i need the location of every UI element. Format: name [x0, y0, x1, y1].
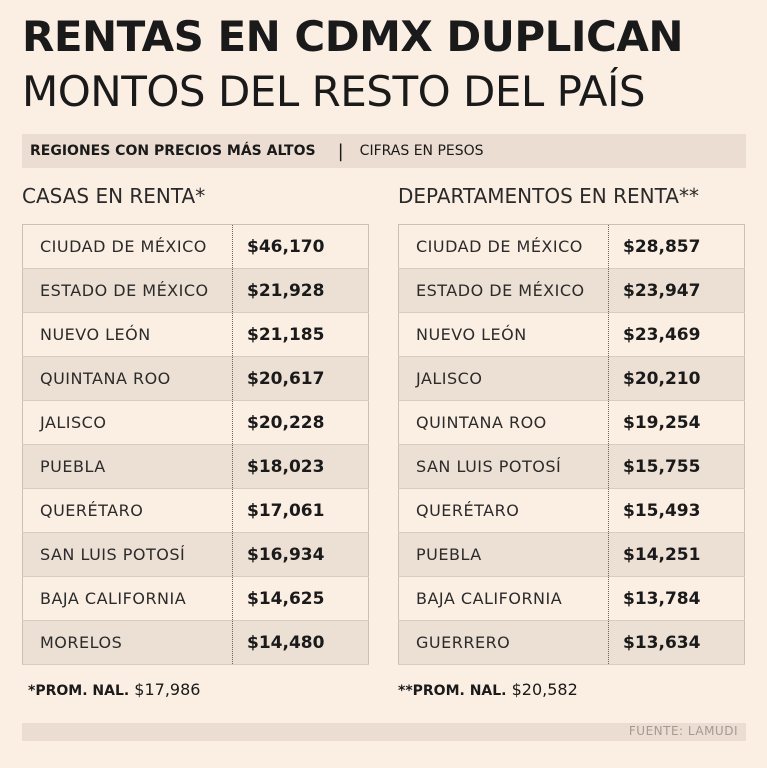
houses-section-title: CASAS EN RENTA* [22, 184, 206, 208]
table-row: NUEVO LEÓN $23,469 [398, 312, 745, 357]
table-row: GUERRERO $13,634 [398, 620, 745, 665]
state-name: NUEVO LEÓN [22, 312, 233, 357]
rent-price: $16,934 [232, 532, 369, 577]
headline-line-2: MONTOS DEL RESTO DEL PAÍS [22, 67, 646, 116]
rent-price: $14,625 [232, 576, 369, 621]
state-name: PUEBLA [22, 444, 233, 489]
apartments-table: CIUDAD DE MÉXICO $28,857 ESTADO DE MÉXICO… [398, 224, 745, 665]
state-name: PUEBLA [398, 532, 609, 577]
table-row: JALISCO $20,228 [22, 400, 369, 445]
rent-price: $13,784 [608, 576, 745, 621]
rent-price: $20,210 [608, 356, 745, 401]
houses-average-value: $17,986 [134, 680, 201, 699]
table-row: PUEBLA $14,251 [398, 532, 745, 577]
table-row: PUEBLA $18,023 [22, 444, 369, 489]
houses-average-label: *PROM. NAL. [28, 683, 130, 699]
state-name: QUINTANA ROO [398, 400, 609, 445]
state-name: QUERÉTARO [22, 488, 233, 533]
state-name: ESTADO DE MÉXICO [398, 268, 609, 313]
state-name: QUINTANA ROO [22, 356, 233, 401]
apartments-national-average: **PROM. NAL. $20,582 [398, 680, 578, 699]
apartments-section-title: DEPARTAMENTOS EN RENTA** [398, 184, 699, 208]
rent-price: $20,228 [232, 400, 369, 445]
rent-price: $20,617 [232, 356, 369, 401]
rent-price: $21,185 [232, 312, 369, 357]
rent-price: $13,634 [608, 620, 745, 665]
apartments-average-value: $20,582 [511, 680, 578, 699]
state-name: MORELOS [22, 620, 233, 665]
table-row: QUINTANA ROO $20,617 [22, 356, 369, 401]
state-name: JALISCO [22, 400, 233, 445]
rent-price: $28,857 [608, 224, 745, 269]
table-row: ESTADO DE MÉXICO $21,928 [22, 268, 369, 313]
subtitle-regions: REGIONES CON PRECIOS MÁS ALTOS [30, 143, 316, 159]
table-row: BAJA CALIFORNIA $13,784 [398, 576, 745, 621]
table-row: NUEVO LEÓN $21,185 [22, 312, 369, 357]
state-name: BAJA CALIFORNIA [22, 576, 233, 621]
state-name: JALISCO [398, 356, 609, 401]
rent-price: $14,480 [232, 620, 369, 665]
state-name: CIUDAD DE MÉXICO [398, 224, 609, 269]
state-name: CIUDAD DE MÉXICO [22, 224, 233, 269]
houses-national-average: *PROM. NAL. $17,986 [28, 680, 200, 699]
rent-price: $15,755 [608, 444, 745, 489]
houses-table: CIUDAD DE MÉXICO $46,170 ESTADO DE MÉXICO… [22, 224, 369, 665]
subtitle-band: REGIONES CON PRECIOS MÁS ALTOS | CIFRAS … [22, 134, 746, 168]
table-row: SAN LUIS POTOSÍ $16,934 [22, 532, 369, 577]
state-name: SAN LUIS POTOSÍ [398, 444, 609, 489]
table-row: CIUDAD DE MÉXICO $28,857 [398, 224, 745, 269]
table-row: ESTADO DE MÉXICO $23,947 [398, 268, 745, 313]
table-row: CIUDAD DE MÉXICO $46,170 [22, 224, 369, 269]
headline-line-1: RENTAS EN CDMX DUPLICAN [22, 12, 684, 61]
rent-price: $15,493 [608, 488, 745, 533]
state-name: NUEVO LEÓN [398, 312, 609, 357]
table-row: MORELOS $14,480 [22, 620, 369, 665]
state-name: BAJA CALIFORNIA [398, 576, 609, 621]
table-row: QUERÉTARO $15,493 [398, 488, 745, 533]
apartments-average-label: **PROM. NAL. [398, 683, 507, 699]
table-row: QUERÉTARO $17,061 [22, 488, 369, 533]
state-name: GUERRERO [398, 620, 609, 665]
rent-price: $23,469 [608, 312, 745, 357]
rent-price: $17,061 [232, 488, 369, 533]
table-row: SAN LUIS POTOSÍ $15,755 [398, 444, 745, 489]
table-row: QUINTANA ROO $19,254 [398, 400, 745, 445]
rent-price: $21,928 [232, 268, 369, 313]
footer-band: FUENTE: LAMUDI [22, 723, 746, 741]
table-row: JALISCO $20,210 [398, 356, 745, 401]
state-name: SAN LUIS POTOSÍ [22, 532, 233, 577]
rent-price: $18,023 [232, 444, 369, 489]
subtitle-currency: CIFRAS EN PESOS [359, 143, 484, 159]
state-name: QUERÉTARO [398, 488, 609, 533]
table-row: BAJA CALIFORNIA $14,625 [22, 576, 369, 621]
rent-price: $46,170 [232, 224, 369, 269]
rent-price: $14,251 [608, 532, 745, 577]
subtitle-separator: | [337, 140, 344, 162]
state-name: ESTADO DE MÉXICO [22, 268, 233, 313]
rent-price: $19,254 [608, 400, 745, 445]
source-credit: FUENTE: LAMUDI [628, 724, 738, 738]
rent-price: $23,947 [608, 268, 745, 313]
